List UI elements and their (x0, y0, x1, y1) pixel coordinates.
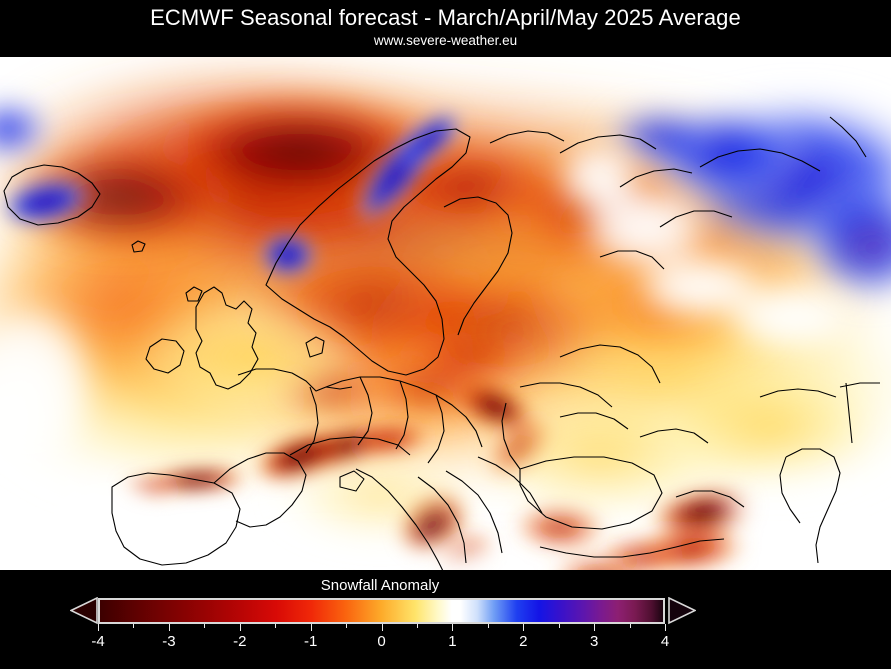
figure-source-url: www.severe-weather.eu (373, 33, 518, 48)
anomaly-core-iceland (0, 176, 93, 228)
colorbar-tick-minor (558, 624, 560, 628)
colorbar-title: Snowfall Anomaly (320, 577, 440, 594)
colorbar-tick-major (452, 624, 454, 631)
colorbar-tick-major (168, 624, 170, 631)
anomaly-transition-arctic (554, 137, 860, 353)
colorbar-tick-label: -2 (233, 633, 247, 650)
colorbar-ticks (98, 624, 666, 632)
colorbar-tick-major (523, 624, 525, 631)
colorbar-tick-labels: -4 -3 -2 -1 0 1 2 3 4 (0, 632, 891, 654)
colorbar-tick-label: -1 (303, 633, 318, 650)
colorbar-tick-major (594, 624, 596, 631)
anomaly-core-greenland-sea (0, 99, 52, 159)
colorbar-tick-minor (133, 624, 135, 628)
colorbar-tick-label: 0 (377, 633, 386, 650)
colorbar-tick-minor (629, 624, 631, 628)
colorbar-tick-minor (204, 624, 206, 628)
coastline-overlay (3, 116, 880, 570)
colorbar-gradient (98, 598, 665, 624)
colorbar-tick-major (98, 624, 99, 631)
colorbar-tick-label: 3 (589, 633, 599, 650)
colorbar-tick-major (665, 624, 666, 631)
figure-title: ECMWF Seasonal forecast - March/April/Ma… (150, 5, 741, 30)
colorbar-tick-minor (487, 624, 489, 628)
colorbar-tick-major (381, 624, 383, 631)
colorbar-tick-minor (346, 624, 348, 628)
colorbar-tick-label: 2 (519, 633, 528, 650)
map-canvas (0, 57, 891, 570)
colorbar-tick-major (239, 624, 241, 631)
colorbar-tick-major (310, 624, 312, 631)
colorbar-tick-label: 1 (448, 633, 457, 650)
colorbar-row (0, 597, 891, 631)
anomaly-core-south-norway (258, 231, 318, 279)
colorbar-tick-label: -4 (91, 633, 105, 650)
colorbar-tick-minor (275, 624, 277, 628)
snowfall-anomaly-heatmap (0, 57, 891, 570)
colorbar-tick-minor (416, 624, 418, 628)
colorbar-tick-label: -3 (162, 633, 176, 650)
colorbar-panel: Snowfall Anomaly -4 -3 -2 -1 0 1 2 3 4 (0, 570, 891, 669)
figure-header: ECMWF Seasonal forecast - March/April/Ma… (0, 0, 891, 57)
anomaly-core-north-norway (353, 109, 463, 226)
colorbar-tick-label: 4 (660, 633, 670, 650)
